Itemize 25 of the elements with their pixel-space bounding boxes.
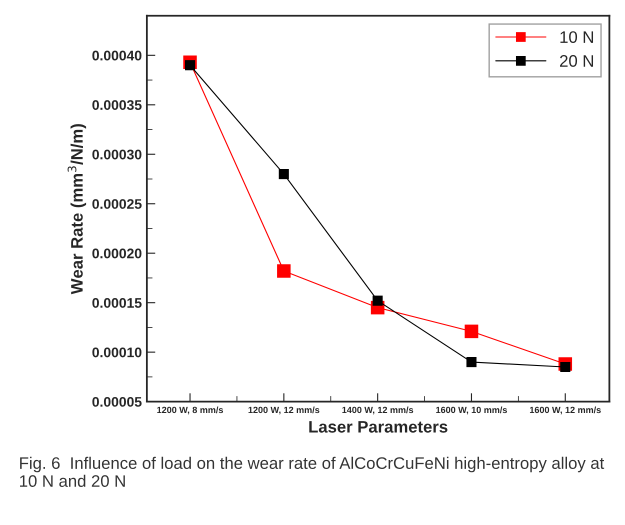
x-tick-label: 1400 W, 12 mm/s: [342, 406, 414, 414]
legend-label: 10 N: [560, 31, 594, 43]
caption: Fig. 6 Influence of load on the wear rate of AlCoCrCuFeNi high-entropy alloy at 10 N and 20 N: [20, 456, 604, 487]
point: [277, 264, 291, 278]
x-axis-title: Laser Parameters: [309, 421, 448, 433]
point: [372, 296, 383, 306]
point: [464, 324, 478, 338]
y-tick-label: 0.00015: [92, 298, 142, 308]
y-tick-label: 0.00020: [92, 248, 142, 258]
y-tick-label: 0.00030: [92, 150, 142, 160]
legend-label: 20 N: [560, 55, 594, 67]
y-tick-label: 0.00010: [92, 347, 142, 358]
y-tick-label: 0.00040: [92, 50, 142, 60]
y-axis-title: Wear Rate (mm$^{3}$/N/m): [68, 124, 86, 294]
point: [466, 357, 477, 368]
y-tick-label: 0.00005: [92, 396, 142, 407]
x-tick-label: 1200 W, 12 mm/s: [248, 406, 320, 414]
point: [278, 169, 289, 180]
y-tick-label: 0.00035: [92, 100, 142, 110]
x-tick-label: 1600 W, 12 mm/s: [530, 406, 601, 414]
x-tick-label: 1600 W, 10 mm/s: [436, 406, 507, 414]
y-tick-label: 0.00025: [92, 199, 142, 209]
point: [560, 362, 570, 372]
x-tick-label: 1200 W, 8 mm/s: [157, 406, 224, 414]
point: [184, 60, 196, 70]
